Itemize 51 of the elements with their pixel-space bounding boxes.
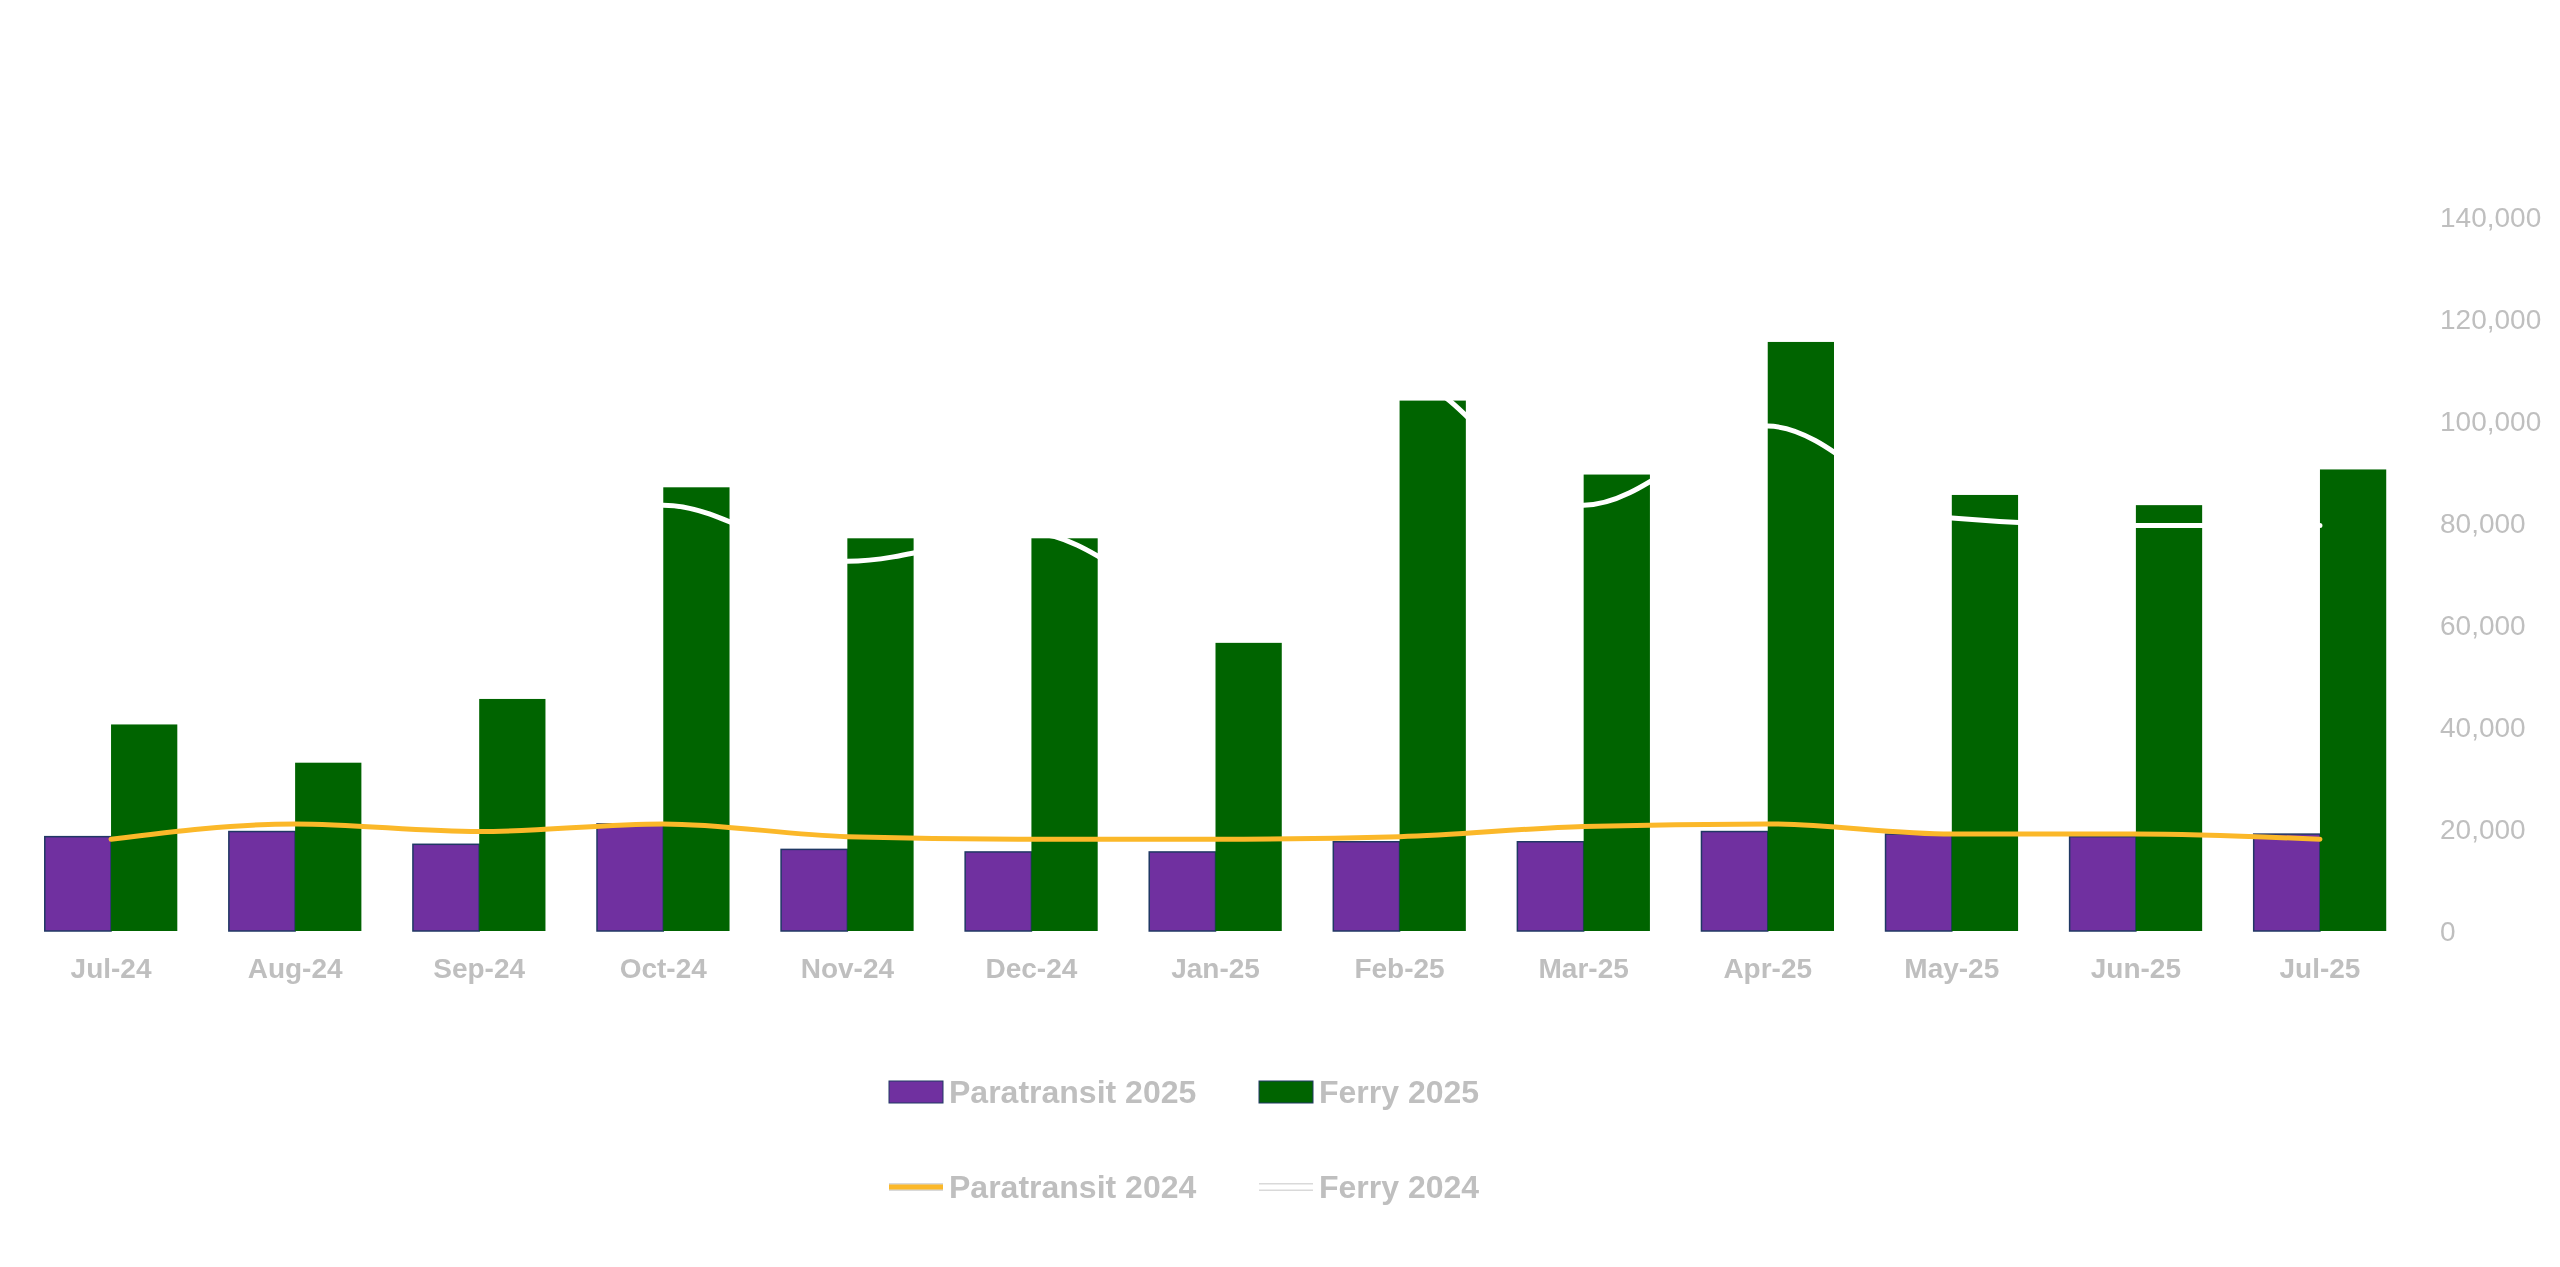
- bar: [1767, 341, 1834, 931]
- legend-label: Ferry 2024: [1319, 1169, 1480, 1206]
- y-tick-label: 0: [2440, 915, 2456, 947]
- y-tick-label: 80,000: [2440, 507, 2526, 539]
- bar: [2068, 835, 2137, 932]
- x-tick-label: Mar-25: [1538, 952, 1629, 984]
- x-tick-label: Sep-24: [433, 952, 526, 984]
- y-tick-label: 140,000: [2440, 201, 2542, 233]
- bar: [1884, 833, 1953, 932]
- y-tick-label: 60,000: [2440, 609, 2526, 641]
- bar: [596, 823, 665, 932]
- legend-label: Ferry 2025: [1319, 1074, 1480, 1111]
- legend-label: Paratransit 2024: [949, 1169, 1197, 1206]
- bar: [111, 724, 178, 931]
- x-tick-label: Jun-25: [2090, 952, 2182, 984]
- bar: [964, 851, 1033, 932]
- bar: [1583, 474, 1650, 931]
- y-tick-label: 100,000: [2440, 405, 2542, 437]
- x-tick-label: Feb-25: [1354, 952, 1445, 984]
- bar: [1951, 494, 2019, 931]
- x-tick-label: May-25: [1904, 952, 2000, 984]
- x-tick-label: Apr-25: [1723, 952, 1813, 984]
- bar: [663, 487, 730, 931]
- x-tick-label: Aug-24: [247, 952, 343, 984]
- bar: [1516, 841, 1585, 932]
- bar: [1031, 538, 1098, 931]
- x-tick-label: Jul-24: [70, 952, 152, 984]
- x-tick-label: Jul-25: [2279, 952, 2361, 984]
- bar: [228, 830, 296, 932]
- x-tick-label: Nov-24: [800, 952, 895, 984]
- bar: [1700, 830, 1769, 932]
- bar: [1215, 642, 1282, 931]
- bar: [2319, 469, 2387, 931]
- bar: [780, 848, 849, 932]
- bar: [1399, 400, 1466, 931]
- x-tick-label: Dec-24: [985, 952, 1078, 984]
- bar: [479, 698, 546, 931]
- bar: [1332, 841, 1401, 932]
- bar: [44, 835, 112, 932]
- bar: [412, 843, 480, 932]
- bar: [295, 762, 362, 931]
- x-tick-label: Jan-25: [1171, 952, 1260, 984]
- y-tick-label: 40,000: [2440, 711, 2526, 743]
- y-tick-label: 20,000: [2440, 813, 2526, 845]
- x-tick-label: Oct-24: [619, 952, 708, 984]
- y-tick-label: 120,000: [2440, 303, 2542, 335]
- bar: [1148, 851, 1217, 932]
- bar: [2135, 505, 2203, 931]
- bar: [847, 538, 914, 931]
- legend-label: Paratransit 2025: [949, 1074, 1197, 1111]
- bar: [2252, 833, 2321, 932]
